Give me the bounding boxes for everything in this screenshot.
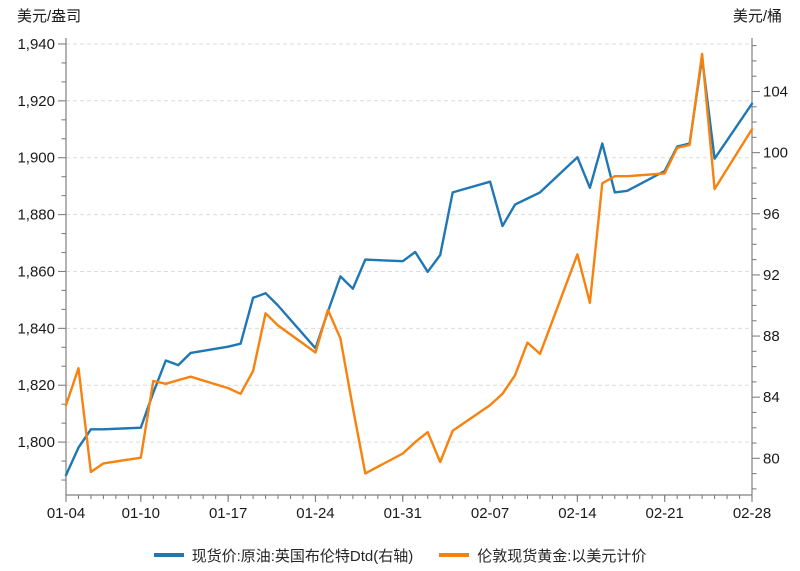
right-axis-title: 美元/桶 xyxy=(732,8,782,25)
svg-text:96: 96 xyxy=(763,206,780,223)
svg-text:01-24: 01-24 xyxy=(296,505,334,522)
svg-text:92: 92 xyxy=(763,267,780,284)
legend-item-gold: 伦敦现货黄金:以美元计价 xyxy=(439,545,646,566)
svg-text:01-04: 01-04 xyxy=(47,505,85,522)
svg-text:01-31: 01-31 xyxy=(384,505,422,522)
legend: 现货价:原油:英国布伦特Dtd(右轴) 伦敦现货黄金:以美元计价 xyxy=(0,543,800,567)
legend-label-brent: 现货价:原油:英国布伦特Dtd(右轴) xyxy=(191,547,414,565)
svg-text:01-10: 01-10 xyxy=(122,505,160,522)
svg-text:1,940: 1,940 xyxy=(17,36,55,53)
svg-text:100: 100 xyxy=(763,145,788,162)
brent-line-swatch xyxy=(153,553,184,557)
svg-text:02-14: 02-14 xyxy=(558,505,596,522)
svg-text:1,840: 1,840 xyxy=(17,320,55,337)
left-axis-title: 美元/盎司 xyxy=(17,8,82,25)
svg-text:02-07: 02-07 xyxy=(471,505,509,522)
svg-text:02-21: 02-21 xyxy=(646,505,684,522)
svg-text:01-17: 01-17 xyxy=(209,505,247,522)
svg-text:80: 80 xyxy=(763,450,780,467)
svg-text:88: 88 xyxy=(763,328,780,345)
svg-text:1,820: 1,820 xyxy=(17,377,55,394)
svg-text:1,880: 1,880 xyxy=(17,207,55,224)
svg-text:1,860: 1,860 xyxy=(17,263,55,280)
svg-text:1,900: 1,900 xyxy=(17,150,55,167)
svg-text:1,800: 1,800 xyxy=(17,434,55,451)
svg-text:84: 84 xyxy=(763,389,780,406)
svg-text:1,920: 1,920 xyxy=(17,93,55,110)
legend-label-gold: 伦敦现货黄金:以美元计价 xyxy=(477,547,647,565)
gold-line-swatch xyxy=(439,553,470,557)
svg-text:104: 104 xyxy=(763,83,788,100)
svg-text:02-28: 02-28 xyxy=(733,505,771,522)
legend-item-brent: 现货价:原油:英国布伦特Dtd(右轴) xyxy=(153,545,414,566)
